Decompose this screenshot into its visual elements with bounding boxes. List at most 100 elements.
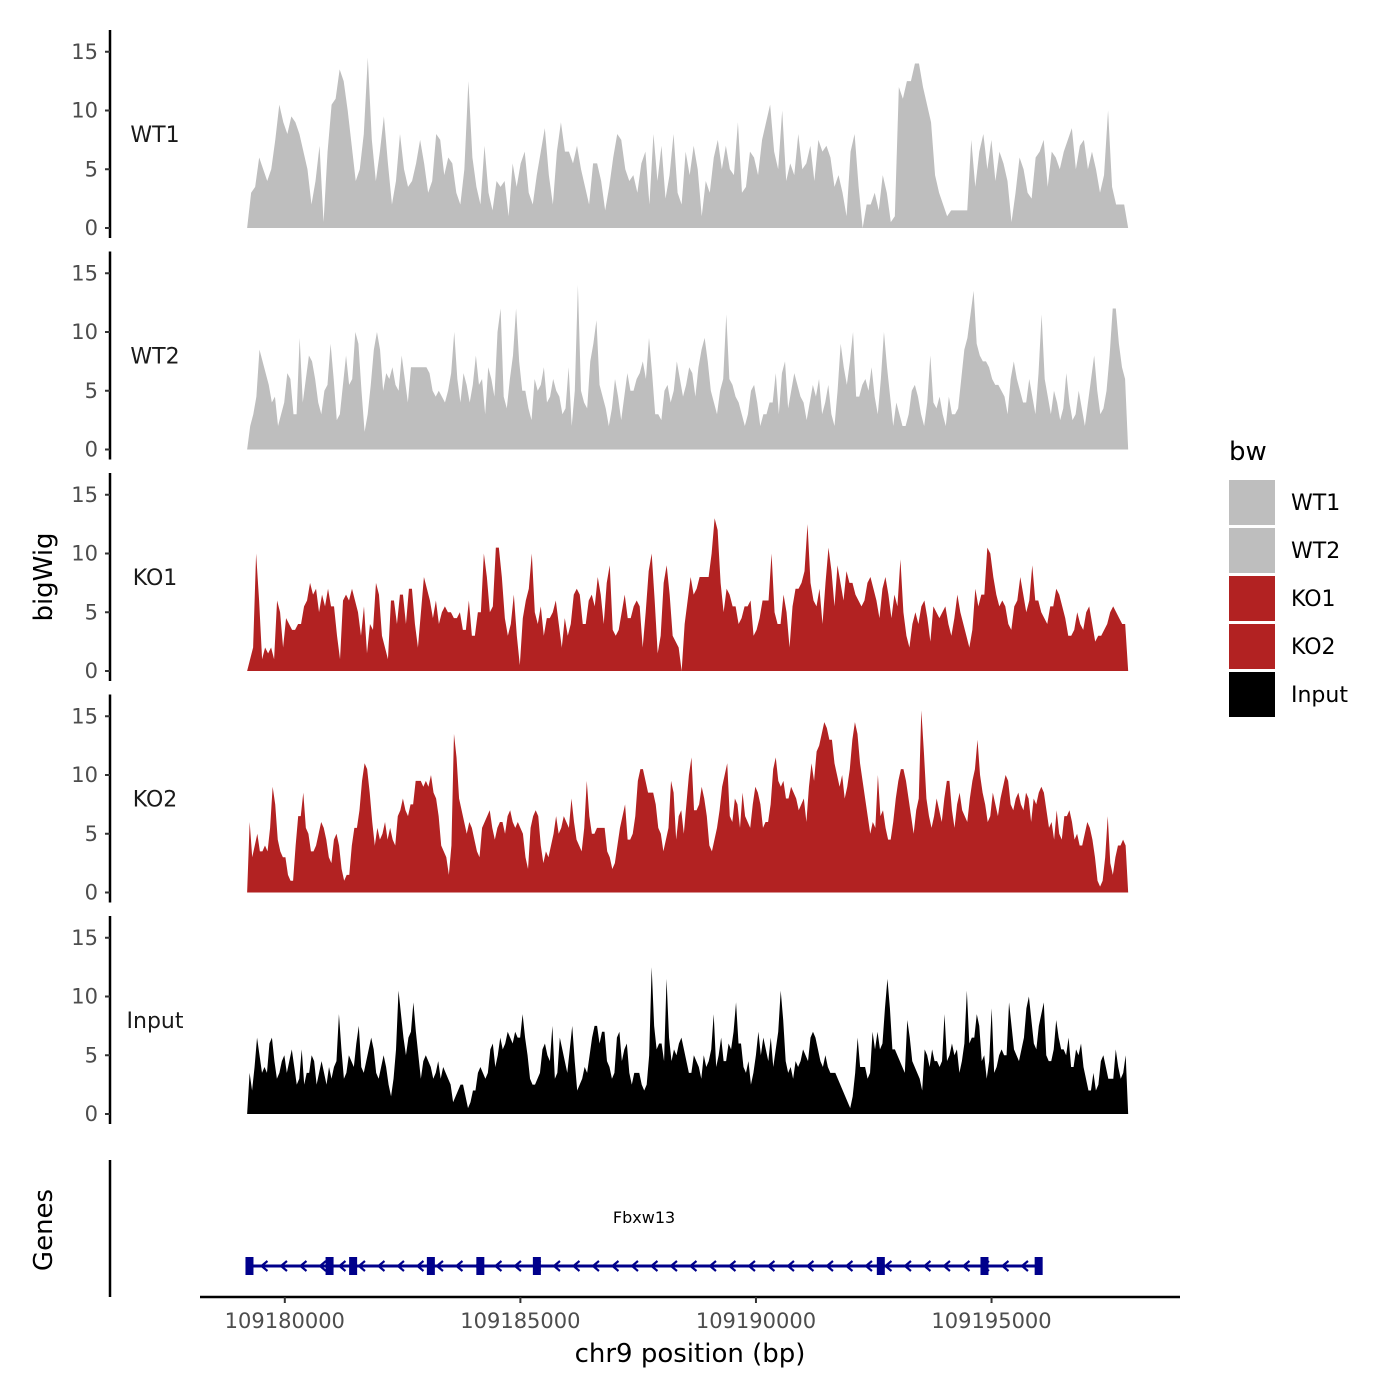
x-tick-label: 109185000: [460, 1309, 580, 1333]
track-label: Input: [127, 1009, 184, 1034]
genes-track-title: Genes: [29, 1189, 59, 1271]
y-tick-label: 15: [71, 483, 98, 507]
gene-exon: [325, 1257, 334, 1275]
legend-label-input: Input: [1291, 683, 1348, 708]
legend: bw WT1 WT2 KO1 KO2 Input: [1229, 437, 1348, 717]
strand-arrow: [727, 1260, 737, 1272]
strand-arrow: [376, 1260, 386, 1272]
strand-arrow: [825, 1260, 834, 1272]
y-tick-label: 5: [85, 157, 98, 181]
legend-title: bw: [1229, 437, 1267, 467]
strand-arrow: [708, 1260, 717, 1272]
strand-arrow: [630, 1260, 639, 1272]
x-tick-label: 109195000: [931, 1309, 1051, 1333]
strand-arrow: [396, 1260, 405, 1272]
y-tick-label: 15: [71, 40, 98, 64]
track-wt1: 0 5 10 15 WT1: [71, 30, 1129, 240]
strand-arrow: [922, 1260, 932, 1272]
strand-arrow: [942, 1260, 951, 1272]
strand-arrow: [883, 1260, 893, 1272]
strand-arrow: [649, 1260, 659, 1272]
strand-arrow: [747, 1260, 756, 1272]
bigwig-tracks: 0 5 10 15 WT1 0 5 10 15 WT2 0 5 10 15 KO1 0 5 10 15 KO2 0 5 10…: [71, 30, 1129, 1126]
y-tick-label: 5: [85, 600, 98, 624]
coverage-area-ko2: [247, 710, 1129, 893]
strand-arrow: [571, 1260, 581, 1272]
strand-arrow: [805, 1260, 815, 1272]
coverage-area-wt1: [247, 57, 1129, 228]
y-tick-label: 0: [85, 881, 98, 905]
y-tick-label: 10: [71, 763, 98, 787]
track-label: WT1: [130, 123, 179, 148]
strand-arrow: [1020, 1260, 1029, 1272]
track-label: KO2: [133, 788, 178, 813]
y-tick-label: 0: [85, 438, 98, 462]
track-input: 0 5 10 15 Input: [71, 916, 1129, 1126]
track-ko1: 0 5 10 15 KO1: [71, 473, 1129, 683]
gene-exon: [980, 1257, 989, 1275]
y-tick-label: 5: [85, 379, 98, 403]
y-tick-label: 5: [85, 822, 98, 846]
legend-label-ko2: KO2: [1291, 635, 1336, 660]
legend-label-wt2: WT2: [1291, 539, 1340, 564]
gene-exon: [245, 1257, 254, 1275]
y-tick-label: 0: [85, 1102, 98, 1126]
gene-exon: [1034, 1257, 1043, 1275]
legend-swatch-wt2: [1229, 528, 1275, 573]
strand-arrow: [552, 1260, 561, 1272]
coverage-area-ko1: [247, 518, 1129, 671]
y-tick-label: 0: [85, 216, 98, 240]
strand-arrow: [493, 1260, 503, 1272]
strand-arrow: [1000, 1260, 1010, 1272]
gene-exon: [476, 1257, 485, 1275]
legend-swatch-ko2: [1229, 624, 1275, 669]
strand-arrow: [298, 1260, 308, 1272]
legend-swatch-wt1: [1229, 480, 1275, 525]
strand-arrow: [454, 1260, 464, 1272]
coverage-area-wt2: [247, 285, 1129, 450]
track-ko2: 0 5 10 15 KO2: [71, 694, 1129, 905]
coverage-area-input: [247, 967, 1129, 1114]
gene-exon: [532, 1257, 541, 1275]
gene-exon: [426, 1257, 435, 1275]
strand-arrow: [337, 1260, 347, 1272]
y-tick-label: 10: [71, 320, 98, 344]
y-tick-label: 10: [71, 985, 98, 1009]
y-axis-title: bigWig: [29, 532, 59, 621]
legend-label-ko1: KO1: [1291, 587, 1336, 612]
track-label: KO1: [133, 566, 178, 591]
strand-arrow: [864, 1260, 873, 1272]
gene-fbxw13: Fbxw13: [245, 1208, 1043, 1275]
strand-arrow: [279, 1260, 288, 1272]
strand-arrow: [903, 1260, 912, 1272]
genes-track: Fbxw13: [108, 1160, 1043, 1297]
strand-arrow: [415, 1260, 425, 1272]
strand-arrow: [591, 1260, 600, 1272]
y-tick-label: 5: [85, 1043, 98, 1067]
legend-swatch-ko1: [1229, 576, 1275, 621]
strand-arrow: [688, 1260, 698, 1272]
y-tick-label: 0: [85, 659, 98, 683]
strand-arrow: [435, 1260, 444, 1272]
x-tick-label: 109190000: [696, 1309, 816, 1333]
y-tick-label: 15: [71, 261, 98, 285]
track-label: WT2: [130, 345, 179, 370]
track-wt2: 0 5 10 15 WT2: [71, 251, 1129, 462]
strand-arrow: [961, 1260, 971, 1272]
strand-arrow: [669, 1260, 678, 1272]
strand-arrow: [610, 1260, 620, 1272]
gene-exon: [349, 1257, 358, 1275]
x-tick-label: 109180000: [225, 1309, 345, 1333]
y-tick-label: 15: [71, 926, 98, 950]
strand-arrow: [357, 1260, 366, 1272]
legend-label-wt1: WT1: [1291, 491, 1340, 516]
y-tick-label: 10: [71, 99, 98, 123]
x-axis-title: chr9 position (bp): [575, 1339, 806, 1369]
legend-swatch-input: [1229, 672, 1275, 717]
strand-arrow: [786, 1260, 795, 1272]
strand-arrow: [513, 1260, 522, 1272]
y-tick-label: 10: [71, 542, 98, 566]
strand-arrow: [766, 1260, 776, 1272]
